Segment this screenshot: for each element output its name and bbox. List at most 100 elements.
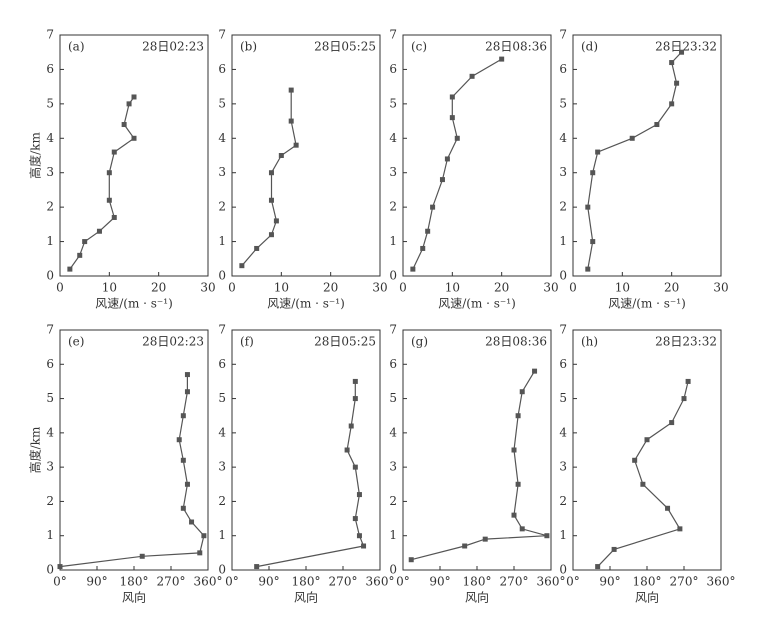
profile-marker (348, 423, 354, 429)
y-tick-label: 3 (218, 165, 226, 179)
y-tick-label: 6 (559, 62, 567, 76)
profile-marker (268, 170, 274, 176)
plot-frame (402, 34, 552, 277)
y-tick-label: 3 (559, 460, 567, 474)
profile-line (59, 374, 205, 568)
panel-label: (h) (581, 335, 598, 349)
y-tick-label: 5 (46, 391, 54, 405)
profile-marker (106, 170, 112, 176)
panel-label: (c) (411, 40, 427, 54)
y-tick-label: 2 (389, 200, 397, 214)
profile-marker (532, 368, 538, 374)
profile-marker (82, 239, 88, 245)
y-tick-label: 7 (218, 28, 226, 42)
y-tick-label: 7 (559, 323, 567, 337)
profile-marker (121, 122, 127, 128)
x-tick-label: 20 (494, 281, 509, 295)
profile-marker (352, 464, 358, 470)
y-tick-label: 6 (218, 62, 226, 76)
profile-marker (268, 197, 274, 203)
profile-marker (96, 228, 102, 234)
y-axis-label: 高度/km (28, 426, 43, 473)
x-tick-label: 0° (566, 575, 580, 589)
profile-marker (288, 87, 294, 93)
y-tick-label: 3 (559, 165, 567, 179)
profile-marker (430, 204, 436, 210)
profile-marker (511, 447, 517, 453)
profile-marker (482, 536, 488, 542)
x-tick-label: 30 (713, 281, 728, 295)
profile-marker (449, 115, 455, 121)
panel-label: (a) (68, 40, 85, 54)
y-axis-label: 高度/km (28, 132, 43, 179)
x-tick-label: 0° (225, 575, 239, 589)
y-tick-label: 0 (559, 269, 567, 283)
profile-marker (268, 232, 274, 238)
x-axis-label: 风向 (635, 590, 659, 605)
y-tick-label: 2 (218, 494, 226, 508)
x-tick-label: 360° (366, 575, 395, 589)
profile-marker (595, 149, 601, 155)
profile-marker (611, 546, 617, 552)
y-tick-label: 5 (218, 391, 226, 405)
profile-marker (273, 218, 279, 224)
profile-marker (595, 564, 601, 570)
y-tick-label: 1 (218, 528, 226, 542)
profile-line (412, 58, 503, 270)
x-tick-label: 180° (292, 575, 321, 589)
y-tick-label: 1 (559, 234, 567, 248)
profile-marker (293, 142, 299, 148)
profile-marker (239, 263, 245, 269)
x-tick-label: 90° (599, 575, 620, 589)
profile-line (256, 381, 365, 568)
x-tick-label: 30 (200, 281, 215, 295)
y-tick-label: 7 (218, 323, 226, 337)
y-tick-label: 0 (559, 563, 567, 577)
y-tick-label: 7 (389, 28, 397, 42)
time-label: 28日05:25 (314, 335, 376, 349)
x-axis-label: 风向 (122, 590, 146, 605)
profile-marker (356, 533, 362, 539)
profile-marker (515, 481, 521, 487)
y-tick-label: 0 (389, 269, 397, 283)
profile-marker (408, 557, 414, 563)
x-tick-label: 10 (615, 281, 630, 295)
y-tick-label: 3 (389, 165, 397, 179)
y-tick-label: 5 (389, 391, 397, 405)
profile-marker (590, 170, 596, 176)
profile-marker (681, 396, 687, 402)
profile-marker (356, 492, 362, 498)
y-tick-label: 4 (389, 131, 397, 145)
profile-marker (449, 94, 455, 100)
profile-marker (632, 457, 638, 463)
y-tick-label: 3 (218, 460, 226, 474)
x-tick-label: 90° (429, 575, 450, 589)
profile-marker (585, 266, 591, 272)
x-tick-label: 360° (707, 575, 736, 589)
panel-label: (f) (240, 335, 254, 349)
profile-marker (278, 153, 284, 158)
x-tick-label: 0 (228, 281, 236, 295)
x-tick-label: 0° (396, 575, 410, 589)
profile-marker (189, 519, 195, 525)
profile-marker (585, 204, 591, 210)
plot-frame (572, 34, 722, 277)
profile-marker (254, 245, 260, 251)
y-tick-label: 7 (46, 323, 54, 337)
profile-marker (669, 420, 675, 426)
profile-marker (126, 101, 132, 107)
x-axis-label: 风向 (294, 590, 318, 605)
profile-marker (669, 101, 675, 107)
profile-marker (77, 252, 83, 258)
panel-label: (e) (68, 335, 84, 349)
plot-frame (59, 34, 209, 277)
y-tick-label: 0 (218, 269, 226, 283)
profile-line (241, 90, 297, 267)
panel-label: (d) (581, 40, 598, 54)
x-tick-label: 10 (445, 281, 460, 295)
profile-marker (184, 372, 190, 378)
profile-marker (111, 214, 117, 220)
plot-frame (59, 329, 209, 571)
profile-marker (180, 457, 186, 463)
y-tick-label: 3 (46, 165, 54, 179)
